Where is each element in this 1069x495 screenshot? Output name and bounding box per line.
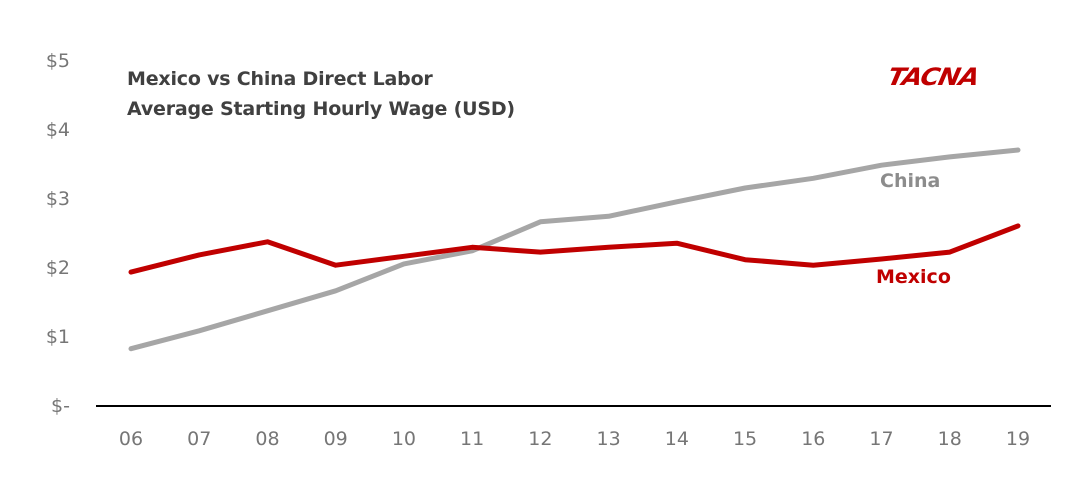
y-tick-label-4: $4 <box>45 119 70 141</box>
x-tick-label: 10 <box>391 428 416 450</box>
y-tick-label-1: $1 <box>45 326 70 348</box>
x-tick-label: 17 <box>869 428 894 450</box>
y-tick-label-2: $2 <box>45 257 70 279</box>
chart-title-line1: Mexico vs China Direct Labor <box>127 68 433 90</box>
x-tick-label: 09 <box>323 428 348 450</box>
x-tick-label: 11 <box>460 428 485 450</box>
x-tick-label: 12 <box>528 428 553 450</box>
china-series-line <box>128 147 1021 352</box>
mexico-series-line <box>128 223 1021 275</box>
y-tick-label-0: $- <box>51 395 70 417</box>
mexico-series-label: Mexico <box>876 266 951 288</box>
y-tick-label-5: $5 <box>45 50 70 72</box>
x-tick-label: 06 <box>118 428 144 450</box>
x-tick-label: 07 <box>187 428 212 450</box>
chart-title: Mexico vs China Direct Labor Average Sta… <box>127 64 515 124</box>
x-tick-label: 19 <box>1005 428 1031 450</box>
x-tick-label: 13 <box>596 428 621 450</box>
china-series-label: China <box>880 170 941 192</box>
x-tick-label: 15 <box>732 428 758 450</box>
chart-title-line2: Average Starting Hourly Wage (USD) <box>127 98 515 120</box>
x-tick-label: 18 <box>937 428 962 450</box>
x-tick-label: 08 <box>255 428 280 450</box>
x-tick-label: 14 <box>664 428 689 450</box>
y-tick-label-3: $3 <box>45 188 70 210</box>
x-tick-label: 16 <box>801 428 826 450</box>
